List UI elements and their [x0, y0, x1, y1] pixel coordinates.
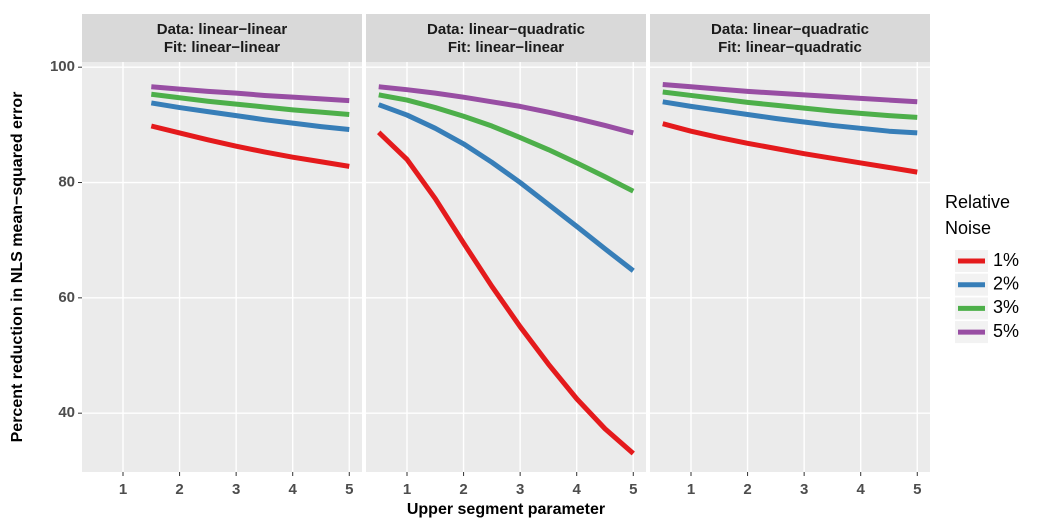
- y-tick-label: 40: [58, 404, 75, 421]
- y-axis-title: Percent reduction in NLS mean−squared er…: [9, 92, 26, 443]
- data-line: [378, 84, 634, 136]
- data-line: [151, 84, 350, 104]
- strip-subtitle: Fit: linear−linear: [164, 39, 280, 56]
- x-tick-label: 2: [175, 481, 183, 498]
- data-line: [662, 81, 918, 105]
- strip-title: Data: linear−quadratic: [427, 21, 585, 38]
- data-line: [378, 92, 635, 194]
- x-tick-label: 5: [629, 481, 637, 498]
- x-tick-label: 3: [232, 481, 240, 498]
- panel: [650, 62, 930, 472]
- legend-title: Relative Noise: [945, 192, 1010, 238]
- data-line: [377, 102, 635, 273]
- x-tick-label: 1: [687, 481, 695, 498]
- data-line: [150, 91, 350, 117]
- data-line: [662, 99, 918, 136]
- strip-subtitle: Fit: linear−quadratic: [718, 39, 862, 56]
- panel: [82, 62, 362, 472]
- x-tick-label: 3: [516, 481, 524, 498]
- x-tick-label: 4: [573, 481, 582, 498]
- data-line: [662, 89, 918, 120]
- x-tick-label: 4: [857, 481, 866, 498]
- x-tick-label: 1: [119, 481, 127, 498]
- y-tick-label: 100: [50, 58, 75, 75]
- x-tick-label: 5: [913, 481, 921, 498]
- legend-label: 2%: [993, 273, 1019, 293]
- x-axis-title: Upper segment parameter: [407, 501, 605, 518]
- strip: [82, 14, 362, 62]
- strip-title: Data: linear−linear: [157, 21, 288, 38]
- data-line: [376, 130, 635, 456]
- x-tick-label: 2: [459, 481, 467, 498]
- x-tick-label: 4: [289, 481, 298, 498]
- data-line: [150, 100, 350, 132]
- strip-subtitle: Fit: linear−linear: [448, 39, 564, 56]
- y-tick-label: 60: [58, 289, 75, 306]
- legend-label: 3%: [993, 297, 1019, 317]
- x-tick-label: 5: [345, 481, 353, 498]
- x-tick-label: 3: [800, 481, 808, 498]
- strip-title: Data: linear−quadratic: [711, 21, 869, 38]
- legend-label: 5%: [993, 321, 1019, 341]
- x-tick-label: 2: [743, 481, 751, 498]
- x-tick-label: 1: [403, 481, 411, 498]
- strip: [650, 14, 930, 62]
- data-line: [662, 121, 918, 175]
- data-line: [150, 123, 350, 169]
- y-tick-label: 80: [58, 173, 75, 190]
- legend-label: 1%: [993, 250, 1019, 270]
- strip: [366, 14, 646, 62]
